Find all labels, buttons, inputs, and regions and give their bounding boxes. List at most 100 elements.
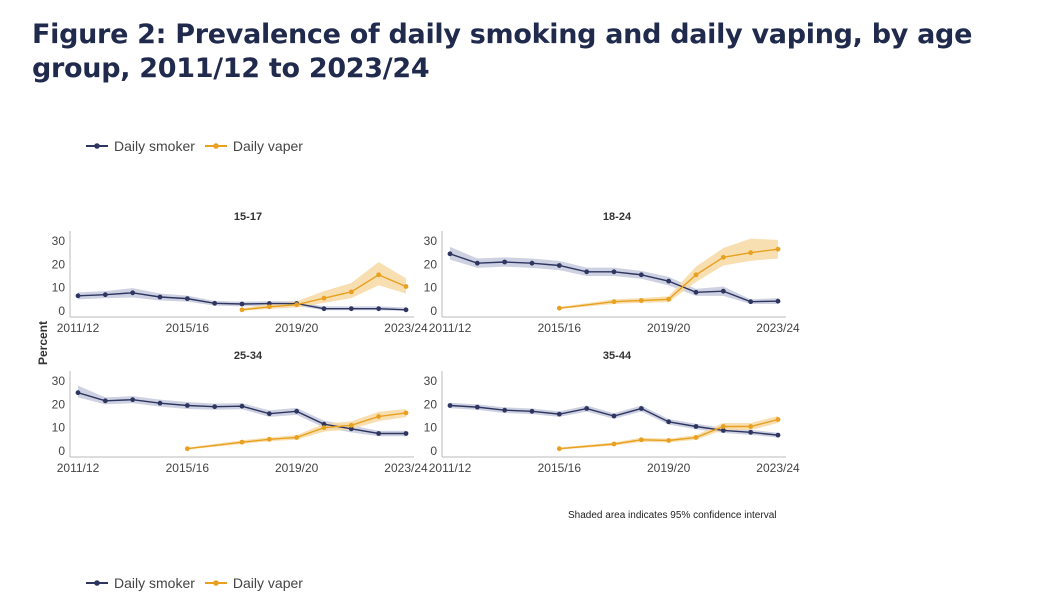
smoker-data-point — [75, 390, 81, 396]
vaper-data-point — [693, 272, 699, 278]
vaper-data-point — [376, 414, 382, 419]
smoker-data-point — [611, 413, 617, 419]
smoker-ci-band — [78, 385, 406, 437]
panel-18-24: 18-24 0 10 20 30 2011/12 2015/16 2019/20 2023/24 — [424, 211, 800, 335]
x-tick-label: 2011/12 — [429, 461, 472, 475]
legend-item-vaper-bottom: Daily vaper — [204, 575, 303, 591]
vaper-data-point — [294, 435, 300, 440]
smoker-data-point — [447, 403, 453, 408]
smoker-data-point — [321, 421, 327, 427]
panel-15-17: 15-17 0 10 20 30 2011/12 2015/16 2019/20 2023/24 — [52, 211, 428, 335]
smoker-data-point — [666, 419, 672, 425]
smoker-data-point — [157, 400, 163, 406]
vaper-data-point — [266, 436, 272, 442]
panel-35-44: 35-44 0 10 20 30 2011/12 2015/16 2019/20 2023/24 — [424, 350, 800, 475]
legend-label-vaper-bottom: Daily vaper — [232, 575, 303, 591]
vaper-data-point — [720, 424, 726, 429]
legend-label-smoker: Daily smoker — [114, 138, 195, 154]
legend-item-smoker: Daily smoker — [86, 138, 195, 154]
smoker-data-point — [212, 300, 218, 306]
vaper-data-point — [638, 437, 644, 443]
smoker-series-line — [449, 404, 779, 436]
y-tick-label: 0 — [430, 444, 437, 458]
smoker-data-point — [212, 404, 218, 410]
smoker-data-point — [474, 404, 480, 410]
vaper-data-point — [611, 299, 617, 305]
y-tick-label: 10 — [52, 421, 66, 435]
smoker-data-point — [102, 292, 108, 298]
x-tick-label: 2015/16 — [166, 461, 210, 475]
vaper-data-point — [348, 422, 354, 428]
smoker-data-point — [130, 290, 136, 296]
x-tick-label: 2015/16 — [538, 321, 582, 335]
legend-top: Daily smoker Daily vaper — [86, 136, 313, 156]
smoker-data-point — [294, 408, 300, 414]
smoker-data-point — [348, 426, 354, 432]
vaper-data-point — [775, 246, 781, 252]
y-tick-label: 20 — [424, 257, 438, 271]
vaper-data-point — [239, 307, 245, 313]
vaper-data-point — [376, 272, 382, 278]
smoker-data-point — [720, 288, 726, 294]
smoker-data-point — [376, 306, 382, 312]
y-tick-label: 10 — [52, 281, 66, 295]
smoker-data-point — [102, 398, 108, 404]
vaper-data-point — [184, 446, 190, 452]
smoker-data-point — [239, 301, 245, 307]
x-tick-label: 2023/24 — [384, 321, 428, 335]
legend-bottom: Daily smoker Daily vaper — [86, 573, 313, 593]
smoker-data-point — [748, 429, 754, 435]
smoker-data-point — [638, 272, 644, 278]
x-tick-label: 2011/12 — [57, 321, 100, 335]
smoker-data-point — [403, 307, 409, 313]
smoker-data-point — [130, 397, 136, 403]
smoker-data-point — [775, 432, 781, 438]
figure-title: Figure 2: Prevalence of daily smoking an… — [32, 19, 973, 84]
vaper-data-point — [666, 438, 672, 443]
smoker-data-point — [376, 431, 382, 436]
vaper-data-point — [720, 254, 726, 260]
legend-item-smoker-bottom: Daily smoker — [86, 575, 195, 591]
y-tick-label: 10 — [424, 421, 438, 435]
panel-title: 35-44 — [603, 350, 632, 362]
vaper-ci-band — [187, 409, 406, 450]
x-tick-label: 2011/12 — [57, 461, 100, 475]
x-tick-label: 2019/20 — [275, 321, 319, 335]
y-tick-label: 0 — [58, 304, 65, 318]
vaper-data-point — [556, 305, 562, 311]
smoker-data-point — [529, 260, 535, 266]
vaper-data-point — [321, 425, 327, 431]
smoker-data-point — [348, 306, 354, 312]
smoker-data-point — [584, 269, 590, 275]
y-tick-label: 20 — [424, 397, 438, 411]
smoker-data-point — [403, 431, 409, 436]
smoker-line-icon — [86, 143, 108, 149]
vaper-series-line — [559, 418, 779, 450]
y-tick-label: 30 — [52, 234, 66, 248]
smoker-data-point — [474, 260, 480, 266]
panel-title: 15-17 — [234, 211, 262, 223]
vaper-data-point — [611, 441, 617, 447]
smoker-line-icon — [86, 580, 108, 586]
x-tick-label: 2019/20 — [275, 461, 319, 475]
vaper-data-point — [321, 295, 327, 301]
panel-title: 25-34 — [234, 350, 263, 362]
smoker-data-point — [184, 296, 190, 302]
vaper-line-icon — [204, 143, 227, 149]
smoker-data-point — [502, 259, 508, 265]
smoker-data-point — [184, 403, 190, 408]
y-tick-label: 20 — [52, 257, 66, 271]
smoker-data-point — [748, 299, 754, 305]
smoker-ci-band — [78, 288, 406, 311]
y-tick-label: 30 — [52, 374, 66, 388]
panel-25-34: 25-34 0 10 20 30 2011/12 2015/16 2019/20 2023/24 — [52, 350, 428, 475]
y-tick-label: 20 — [52, 397, 66, 411]
vaper-data-point — [748, 424, 754, 429]
smoker-data-point — [556, 411, 562, 417]
smoker-data-point — [502, 407, 508, 413]
legend-label-smoker-bottom: Daily smoker — [114, 575, 195, 591]
y-tick-label: 10 — [424, 281, 438, 295]
x-tick-label: 2023/24 — [756, 461, 800, 475]
y-axis-label: Percent — [36, 321, 50, 365]
